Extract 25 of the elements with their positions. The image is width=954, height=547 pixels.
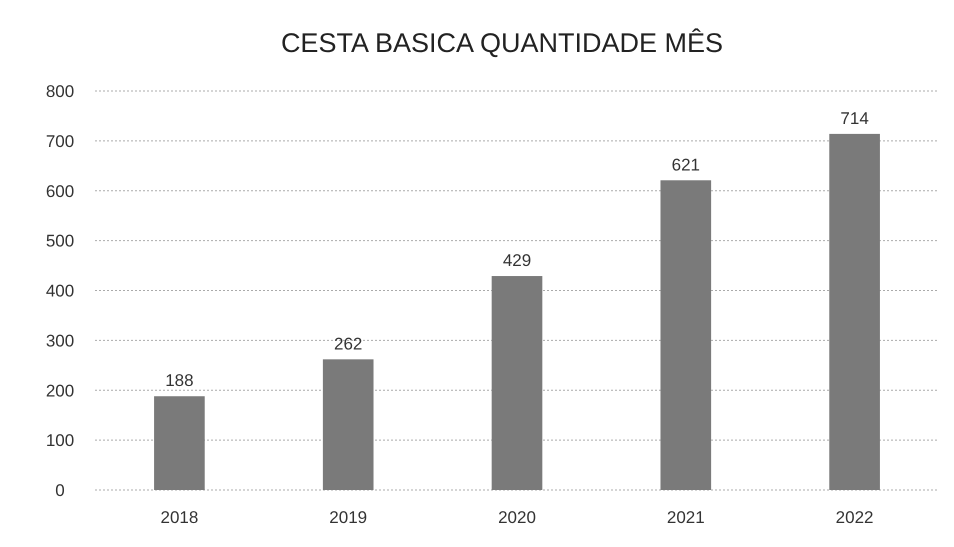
y-tick-label: 300 xyxy=(46,331,74,350)
bar xyxy=(660,180,712,490)
data-label: 188 xyxy=(165,371,194,390)
x-tick-label: 2022 xyxy=(836,508,874,527)
data-label: 621 xyxy=(672,155,700,174)
data-label: 714 xyxy=(840,108,869,128)
y-tick-label: 100 xyxy=(46,431,74,450)
x-tick-label: 2019 xyxy=(329,508,368,527)
data-label: 262 xyxy=(334,334,362,354)
y-tick-label: 0 xyxy=(55,481,65,500)
x-tick-label: 2020 xyxy=(498,508,536,527)
x-tick-label: 2018 xyxy=(160,508,198,527)
bar xyxy=(829,134,880,490)
x-tick-label: 2021 xyxy=(666,508,705,527)
y-tick-label: 600 xyxy=(46,182,74,201)
bar xyxy=(492,276,542,490)
y-tick-label: 400 xyxy=(46,282,74,300)
y-tick-label: 500 xyxy=(46,232,74,251)
y-tick-label: 800 xyxy=(46,82,74,101)
bar xyxy=(154,396,205,490)
y-tick-label: 700 xyxy=(46,132,74,151)
y-tick-label: 200 xyxy=(46,381,74,400)
data-label: 429 xyxy=(502,251,532,270)
chart-title: CESTA BASICA QUANTIDADE MÊS xyxy=(280,28,724,58)
bar xyxy=(322,359,374,490)
